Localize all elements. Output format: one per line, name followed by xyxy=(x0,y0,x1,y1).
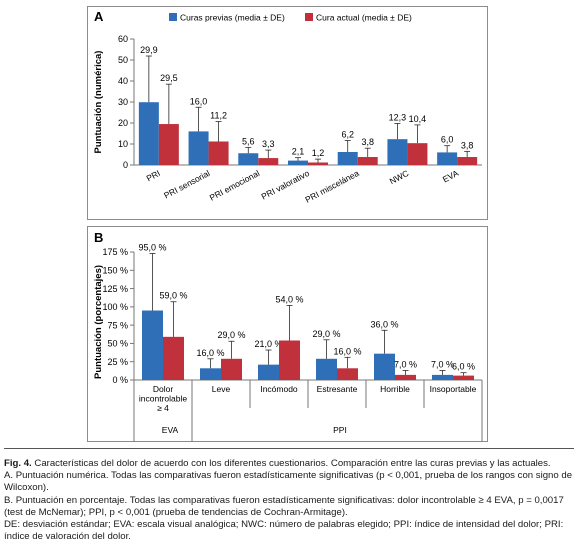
panel-b-data-label: 21,0 % xyxy=(254,339,282,349)
panel-a-bar-actual xyxy=(308,162,328,165)
panel-b-ytick-label: 75 % xyxy=(107,320,128,330)
caption-intro: Fig. 4. Características del dolor de acu… xyxy=(4,458,574,470)
panel-letter-b: B xyxy=(94,230,103,245)
panel-b-ytick-label: 25 % xyxy=(107,357,128,367)
figure-caption: Fig. 4. Características del dolor de acu… xyxy=(4,448,574,543)
panel-b-bar-actual xyxy=(163,336,184,380)
panel-b-bar-previas xyxy=(374,353,395,380)
panel-b-ytick-label: 150 % xyxy=(102,265,128,275)
panel-b-xtick-label: Insoportable xyxy=(430,384,477,394)
panel-a-data-label: 6,0 xyxy=(441,135,454,145)
panel-a-data-label: 11,2 xyxy=(210,111,227,121)
panel-b-data-label: 7,0 % xyxy=(431,359,454,369)
panel-a-ytick-label: 30 xyxy=(118,97,128,107)
panel-a-data-label: 10,4 xyxy=(409,114,427,124)
panel-a-xtick-label: NWC xyxy=(388,168,411,186)
panel-a-data-label: 29,9 xyxy=(140,45,158,55)
panel-a-data-label: 6,2 xyxy=(341,129,354,139)
panel-a-data-label: 3,3 xyxy=(262,139,275,149)
panel-a-ytick-label: 0 xyxy=(123,160,128,170)
panel-a-ylabel: Puntuación (numérica) xyxy=(93,51,104,154)
caption-text: Características del dolor de acuerdo con… xyxy=(34,458,551,469)
legend-swatch-previas xyxy=(169,13,177,21)
panel-b-data-label: 7,0 % xyxy=(394,359,417,369)
panel-a-bar-actual xyxy=(457,157,478,165)
panel-a-xtick-label: PRI emocional xyxy=(208,168,262,203)
panel-a-bar-previas xyxy=(138,102,159,165)
panel-b-data-label: 6,0 % xyxy=(452,362,475,372)
panel-b-data-label: 29,0 % xyxy=(217,330,245,340)
panel-a-data-label: 3,8 xyxy=(361,137,374,147)
panel-a-bar-previas xyxy=(188,131,209,165)
panel-b-xtick-label: Leve xyxy=(212,384,231,394)
caption-title: Fig. 4. xyxy=(4,458,32,469)
panel-a-bar-previas xyxy=(337,151,358,165)
panel-b-xtick-label: Horrible xyxy=(380,384,410,394)
panel-b-bar-previas xyxy=(432,374,453,380)
panel-b-bar-previas xyxy=(142,310,163,380)
panel-a-bar-previas xyxy=(238,153,259,165)
panel-a-ytick-label: 60 xyxy=(118,34,128,44)
panel-b-data-label: 16,0 % xyxy=(196,348,224,358)
panel-b-ytick-label: 100 % xyxy=(102,302,128,312)
panel-a-bar-actual xyxy=(258,158,279,165)
panel-a-data-label: 16,0 xyxy=(190,96,208,106)
panel-b-xtick-label: ≥ 4 xyxy=(157,403,169,413)
panel-a-bar-actual xyxy=(208,141,229,165)
panel-b-ytick-label: 50 % xyxy=(107,339,128,349)
legend-swatch-actual xyxy=(305,13,313,21)
panel-b-data-label: 29,0 % xyxy=(312,329,340,339)
panel-a-ytick-label: 20 xyxy=(118,118,128,128)
panel-b-bar-actual xyxy=(279,340,300,380)
figure-charts: A B Puntuación (numérica) Puntuación (po… xyxy=(93,9,483,442)
panel-a-ytick-label: 10 xyxy=(118,139,128,149)
panel-a-bar-previas xyxy=(387,139,408,165)
panel-b-ylabel: Puntuación (porcentajes) xyxy=(93,265,104,379)
panel-a-data-label: 5,6 xyxy=(242,136,255,146)
caption-line-a: A. Puntuación numérica. Todas las compar… xyxy=(4,470,573,494)
panel-a-bar-actual xyxy=(158,124,179,165)
panel-a-data-label: 29,5 xyxy=(160,73,178,83)
panel-b-ytick-label: 175 % xyxy=(102,247,128,257)
panel-b-bar-previas xyxy=(200,368,221,380)
panel-b-bar-actual xyxy=(395,374,416,380)
panel-b-bar-actual xyxy=(453,375,474,380)
panel-a-bar-previas xyxy=(288,160,308,165)
panel-a-data-label: 3,8 xyxy=(461,140,474,150)
legend-label-actual: Cura actual (media ± DE) xyxy=(316,13,412,23)
panel-b-xtick-label: Incómodo xyxy=(260,384,298,394)
panel-b-bar-previas xyxy=(316,358,337,380)
panel-b-data-label: 16,0 % xyxy=(333,346,361,356)
panel-b-data-label: 36,0 % xyxy=(370,319,398,329)
panel-a-bar-actual xyxy=(407,143,428,165)
panel-b-xtick-label: Estresante xyxy=(317,384,358,394)
panel-b-ytick-label: 125 % xyxy=(102,284,128,294)
caption-line-de: DE: desviación estándar; EVA: escala vis… xyxy=(4,519,564,543)
group-label-eva: EVA xyxy=(162,425,179,435)
panel-a-xtick-label: PRI xyxy=(145,168,162,183)
panel-a-bar-previas xyxy=(437,152,458,165)
panel-b-bar-actual xyxy=(337,368,358,380)
panel-b-bar-previas xyxy=(258,364,279,380)
panel-b-data-label: 54,0 % xyxy=(275,294,303,304)
panel-b-xtick-label: incontrolable xyxy=(139,394,187,404)
caption-line-b: B. Puntuación en porcentaje. Todas las c… xyxy=(4,494,564,518)
panel-b-data-label: 59,0 % xyxy=(159,291,187,301)
legend-label-previas: Curas previas (media ± DE) xyxy=(180,13,285,23)
panel-a-bar-actual xyxy=(357,157,378,165)
panel-letter-a: A xyxy=(94,9,104,24)
panel-b-bar-actual xyxy=(221,358,242,380)
panel-a-ytick-label: 50 xyxy=(118,55,128,65)
panel-a-ytick-label: 40 xyxy=(118,76,128,86)
panel-b-xtick-label: Dolor xyxy=(153,384,173,394)
panel-a-data-label: 2,1 xyxy=(292,147,305,157)
panel-a-xtick-label: PRI sensorial xyxy=(162,168,211,201)
panel-a-xtick-label: EVA xyxy=(441,168,460,185)
panel-a-data-label: 12,3 xyxy=(389,112,407,122)
group-label-ppi: PPI xyxy=(333,425,347,435)
panel-b-data-label: 95,0 % xyxy=(138,242,166,252)
panel-a-data-label: 1,2 xyxy=(312,148,325,158)
panel-a-xtick-label: PRI miscelánea xyxy=(303,168,360,205)
panel-b-ytick-label: 0 % xyxy=(112,375,128,385)
